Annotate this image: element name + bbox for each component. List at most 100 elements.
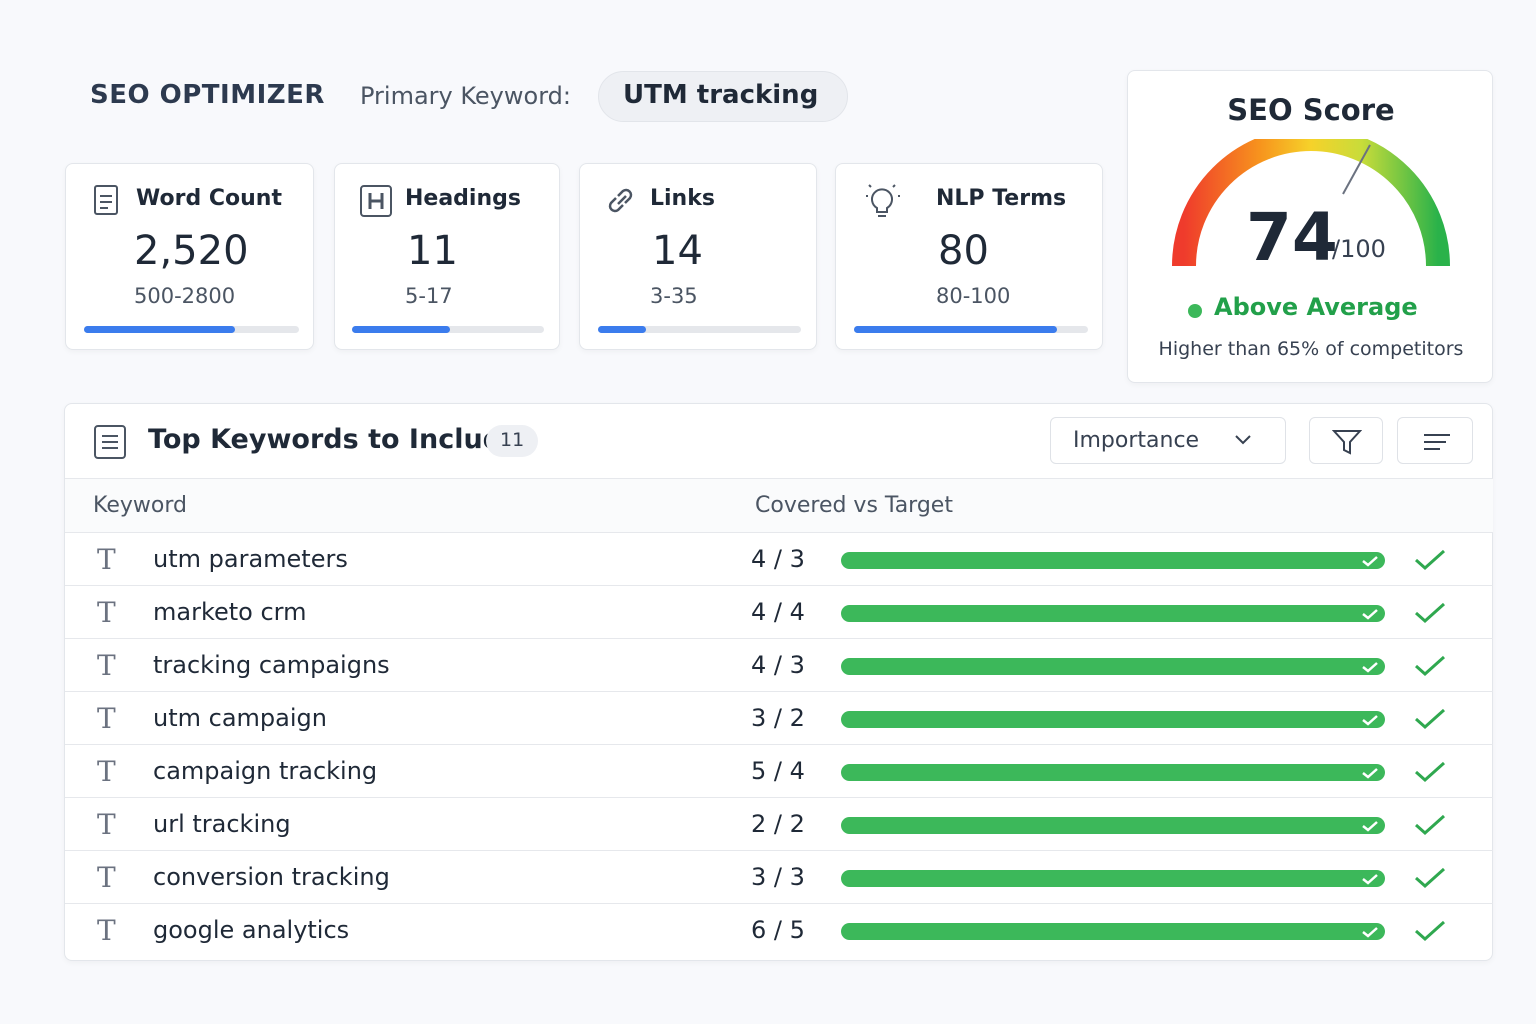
coverage-bar <box>841 923 1385 940</box>
type-icon: T <box>97 702 116 735</box>
metric-icon <box>608 188 633 213</box>
check-icon <box>1415 549 1446 571</box>
metric-card: Headings 11 5-17 <box>334 163 560 350</box>
metric-label: NLP Terms <box>936 186 1067 211</box>
bar-check <box>1362 874 1378 885</box>
check-icon <box>1415 920 1446 942</box>
bar-check <box>1362 821 1378 832</box>
keyword-term: campaign tracking <box>153 757 378 785</box>
coverage-bar <box>841 605 1385 622</box>
bar-check <box>1362 609 1378 620</box>
keyword-term: url tracking <box>153 810 291 838</box>
score-title: SEO Score <box>1227 93 1395 127</box>
keyword-coverage: 3 / 3 <box>751 863 805 891</box>
keywords-panel: Top Keywords to Include 11 Importance Ke… <box>64 403 1493 961</box>
type-icon: T <box>97 755 116 788</box>
type-icon: T <box>97 596 116 629</box>
keyword-label: Primary Keyword: <box>360 82 571 110</box>
keyword-term: google analytics <box>153 916 350 944</box>
gauge-needle <box>1342 144 1371 195</box>
progress-track <box>854 326 1088 333</box>
metric-card: NLP Terms 80 80-100 <box>835 163 1103 350</box>
sort-label: Importance <box>1073 428 1200 453</box>
progress-track <box>598 326 801 333</box>
check-icon <box>1415 814 1446 836</box>
keyword-term: tracking campaigns <box>153 651 390 679</box>
coverage-bar <box>841 711 1385 728</box>
keyword-term: utm campaign <box>153 704 327 732</box>
chevron <box>1235 435 1251 445</box>
gauge-arc <box>1172 139 1450 267</box>
metric-icon <box>94 185 118 215</box>
keyword-coverage: 2 / 2 <box>751 810 805 838</box>
metric-value: 11 <box>407 228 458 274</box>
score-max: /100 <box>1332 235 1386 263</box>
metric-value: 14 <box>652 228 703 274</box>
check-icon <box>1415 602 1446 624</box>
keyword-coverage: 4 / 4 <box>751 598 805 626</box>
sort-dropdown[interactable]: Importance <box>1050 417 1286 464</box>
coverage-bar <box>841 658 1385 675</box>
keyword-coverage: 3 / 2 <box>751 704 805 732</box>
score-value: 74 <box>1246 199 1338 276</box>
coverage-bar <box>841 764 1385 781</box>
bar-check <box>1362 715 1378 726</box>
sort-icon <box>1424 434 1450 450</box>
progress-fill <box>352 326 450 333</box>
bar-check <box>1362 556 1378 567</box>
metric-value: 2,520 <box>134 228 249 274</box>
brand: SEO OPTIMIZER <box>90 80 325 110</box>
metric-icon <box>866 184 900 217</box>
gauge <box>1172 139 1450 267</box>
status-dot <box>1188 304 1202 318</box>
progress-fill <box>84 326 235 333</box>
score-card: SEO Score 74 /100 Above Average Higher t… <box>1127 70 1493 383</box>
metric-icon <box>360 185 392 217</box>
type-icon: T <box>97 914 116 947</box>
metric-card: Word Count 2,520 500-2800 <box>65 163 314 350</box>
metric-value: 80 <box>938 228 989 274</box>
keyword-term: conversion tracking <box>153 863 390 891</box>
coverage-bar <box>841 870 1385 887</box>
type-icon: T <box>97 861 116 894</box>
keyword-coverage: 4 / 3 <box>751 651 805 679</box>
metric-label: Word Count <box>136 186 282 211</box>
check-icon <box>1415 708 1446 730</box>
metric-card: Links 14 3-35 <box>579 163 817 350</box>
type-icon: T <box>97 649 116 682</box>
keyword-coverage: 5 / 4 <box>751 757 805 785</box>
count-badge: 11 <box>486 425 539 457</box>
metric-label: Headings <box>405 186 521 211</box>
check-icon <box>1415 761 1446 783</box>
column-header: Keyword Covered vs Target <box>65 478 1493 532</box>
column-label: Keyword <box>93 493 187 518</box>
keyword-coverage: 6 / 5 <box>751 916 805 944</box>
filter-button[interactable] <box>1309 417 1383 464</box>
panel-title: Top Keywords to Include <box>148 424 521 455</box>
keyword-term: marketo crm <box>153 598 307 626</box>
metric-label: Links <box>650 186 715 211</box>
bar-check <box>1362 927 1378 938</box>
bar-check <box>1362 768 1378 779</box>
progress-fill <box>598 326 646 333</box>
type-icon: T <box>97 543 116 576</box>
progress-track <box>84 326 299 333</box>
progress-track <box>352 326 544 333</box>
progress-fill <box>854 326 1057 333</box>
metric-range: 5-17 <box>405 284 453 308</box>
score-status: Above Average <box>1214 293 1418 321</box>
bar-check <box>1362 662 1378 673</box>
metric-range: 80-100 <box>936 284 1011 308</box>
filter-icon <box>1332 430 1362 455</box>
list-icon <box>94 425 126 459</box>
column-label: Covered vs Target <box>755 493 953 518</box>
keyword-pill[interactable]: UTM tracking <box>598 71 848 122</box>
sort-button[interactable] <box>1397 417 1473 464</box>
keyword-term: utm parameters <box>153 545 348 573</box>
